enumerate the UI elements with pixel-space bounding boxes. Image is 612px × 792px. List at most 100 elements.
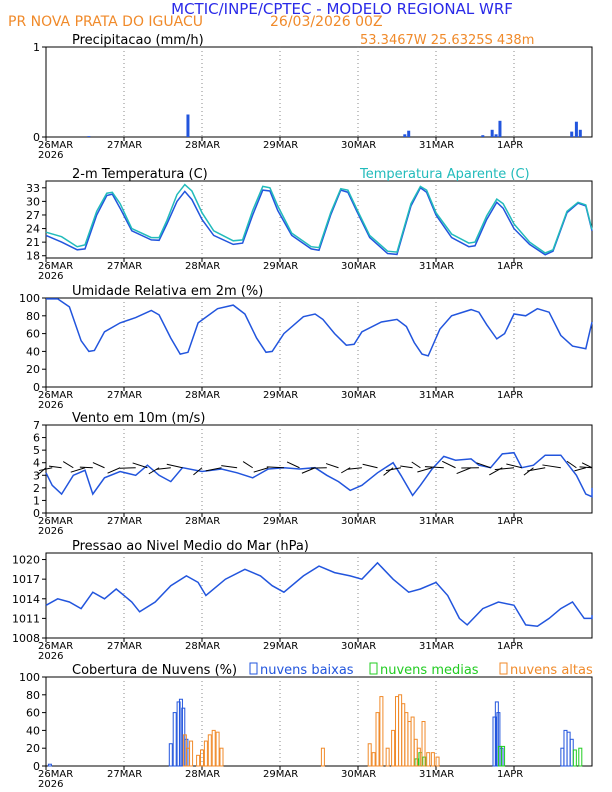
wind-ytick-label: 4 xyxy=(33,457,40,470)
wind-arrow xyxy=(385,467,401,472)
cloud-high-bar xyxy=(401,703,406,767)
precip-ytick-label: 1 xyxy=(33,41,40,54)
temp-ytick-label: 21 xyxy=(26,236,40,249)
cloud-year-label: 2026 xyxy=(38,779,63,790)
precip-bar xyxy=(186,114,190,137)
temp-ytick-label: 24 xyxy=(26,223,40,236)
rh-xtick-label: 31MAR xyxy=(419,390,454,401)
cloud-high-bar xyxy=(203,740,208,767)
wind-arrow xyxy=(362,463,378,469)
precip-ytick-label: 0 xyxy=(33,131,40,144)
precip-bar xyxy=(494,134,498,137)
cloud-high-bar xyxy=(215,731,220,767)
temp-temperature-line xyxy=(45,186,593,256)
temp-xtick-label: 27MAR xyxy=(107,261,142,272)
wind-arrow xyxy=(506,463,522,469)
cloud-frame xyxy=(45,676,593,767)
precip-year-label: 2026 xyxy=(38,150,63,161)
cloud-high-bar xyxy=(367,743,372,767)
cloud-legend-label: nuvens altas xyxy=(510,663,593,678)
cloud-high-bar xyxy=(421,721,426,767)
cloud-xtick-label: 27MAR xyxy=(107,769,142,780)
wind-ytick-label: 6 xyxy=(33,432,40,445)
precip-bar xyxy=(578,129,582,137)
cloud-high-bar xyxy=(371,752,376,767)
temp-ytick-label: 33 xyxy=(26,182,40,195)
wind-title: Vento em 10m (m/s) xyxy=(72,411,205,426)
main-title: MCTIC/INPE/CPTEC - MODELO REGIONAL WRF xyxy=(171,0,513,18)
wind-xtick-label: 29MAR xyxy=(263,516,298,527)
precip-xtick-label: 27MAR xyxy=(107,140,142,151)
wind-arrow xyxy=(581,462,593,469)
panel-temp: 26MAR 27MAR 28MAR 29MAR 30MAR 31MAR 1APR 2026 18… xyxy=(26,167,593,282)
coords-label: 53.3467W 25.6325S 438m xyxy=(360,33,534,48)
cloud-ytick-label: 100 xyxy=(19,671,40,684)
rh-xtick-label: 26MAR xyxy=(38,390,73,401)
wind-arrow xyxy=(301,467,316,474)
cloud-mid-bar xyxy=(578,747,583,767)
cloud-mid-bar xyxy=(572,749,577,767)
cloud-high-bar xyxy=(395,696,399,767)
rh-xtick-label: 28MAR xyxy=(185,390,220,401)
rh-ytick-label: 80 xyxy=(26,310,40,323)
wind-arrow xyxy=(156,467,171,470)
wind-frame xyxy=(45,424,593,514)
pres-xtick-label: 31MAR xyxy=(419,641,454,652)
rh-xtick-label: 1APR xyxy=(497,390,523,401)
cloud-legend-box xyxy=(369,662,378,675)
run-label: 26/03/2026 00Z xyxy=(270,14,383,30)
wind-xtick-label: 28MAR xyxy=(185,516,220,527)
precip-bar xyxy=(403,134,407,137)
rh-xtick-label: 29MAR xyxy=(263,390,298,401)
wind-ytick-label: 5 xyxy=(33,444,40,457)
wind-arrow xyxy=(205,467,222,472)
wind-arrow xyxy=(325,463,339,469)
cloud-high-bar xyxy=(385,747,390,767)
precip-bar xyxy=(570,131,574,137)
wind-arrow xyxy=(424,466,444,469)
wind-arrow xyxy=(476,462,491,469)
wind-arrow xyxy=(527,467,546,472)
temp-year-label: 2026 xyxy=(38,271,63,282)
pres-xtick-label: 26MAR xyxy=(38,641,73,652)
pres-xtick-label: 28MAR xyxy=(185,641,220,652)
precip-bar xyxy=(407,130,411,137)
wind-arrow xyxy=(119,467,136,469)
cloud-high-bar xyxy=(407,721,412,767)
wind-arrow xyxy=(70,467,86,473)
wind-arrow xyxy=(574,467,586,472)
cloud-high-bar xyxy=(320,747,325,767)
cloud-low-bar xyxy=(492,716,497,767)
cloud-high-bar xyxy=(410,716,415,767)
cloud-ytick-label: 20 xyxy=(26,742,40,755)
wind-arrow xyxy=(341,467,351,474)
temp-ytick-label: 30 xyxy=(26,195,40,208)
cloud-high-bar xyxy=(207,734,212,767)
wind-ytick-label: 7 xyxy=(33,419,40,432)
pres-ytick-label: 1008 xyxy=(12,632,40,645)
cloud-high-bar xyxy=(430,752,435,767)
cloud-high-bar xyxy=(189,740,194,767)
temp-xtick-label: 26MAR xyxy=(38,261,73,272)
panel-pres: 26MAR 27MAR 28MAR 29MAR 30MAR 31MAR 1APR 2026 10… xyxy=(12,539,593,662)
cloud-legend-box xyxy=(249,662,258,675)
wind-arrow xyxy=(542,464,561,469)
rh-title: Umidade Relativa em 2m (%) xyxy=(72,284,263,299)
wind-xtick-label: 31MAR xyxy=(419,516,454,527)
temp-title: 2-m Temperatura (C) xyxy=(72,167,208,182)
wind-year-label: 2026 xyxy=(38,526,63,537)
precip-frame xyxy=(45,46,593,138)
rh-rh-line xyxy=(46,298,593,357)
temp-xtick-label: 30MAR xyxy=(341,261,376,272)
wind-arrow xyxy=(221,465,238,469)
rh-xtick-label: 27MAR xyxy=(107,390,142,401)
pres-xtick-label: 27MAR xyxy=(107,641,142,652)
wind-arrow xyxy=(579,466,593,469)
precip-xtick-label: 29MAR xyxy=(263,140,298,151)
cloud-xtick-label: 29MAR xyxy=(263,769,298,780)
wind-arrow xyxy=(48,465,62,469)
wind-arrow xyxy=(411,461,421,469)
pres-frame xyxy=(45,552,593,639)
cloud-xtick-label: 1APR xyxy=(497,769,523,780)
pres-xtick-label: 29MAR xyxy=(263,641,298,652)
